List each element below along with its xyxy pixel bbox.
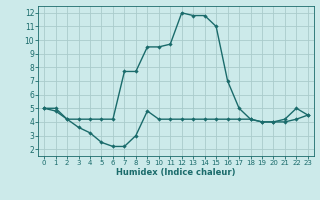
X-axis label: Humidex (Indice chaleur): Humidex (Indice chaleur) xyxy=(116,168,236,177)
